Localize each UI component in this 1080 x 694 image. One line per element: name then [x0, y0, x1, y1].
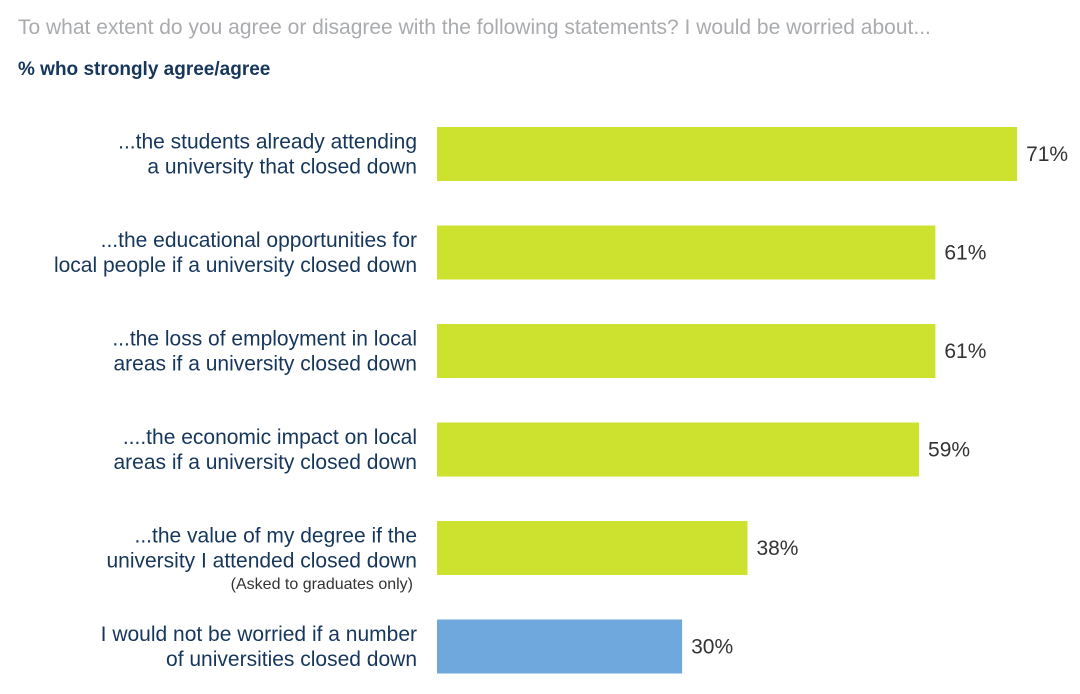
category-label: I would not be worried if a number	[101, 623, 417, 646]
chart-subtitle: % who strongly agree/agree	[18, 59, 271, 80]
category-label: university I attended closed down	[106, 550, 417, 573]
question-text: To what extent do you agree or disagree …	[18, 16, 931, 39]
category-label: ...the loss of employment in local	[112, 328, 417, 351]
category-label: areas if a university closed down	[114, 353, 418, 376]
category-label: ...the educational opportunities for	[101, 229, 417, 252]
value-label: 38%	[756, 537, 798, 560]
value-label: 59%	[928, 439, 970, 462]
value-label: 61%	[944, 340, 986, 363]
category-label: a university that closed down	[147, 156, 417, 179]
category-label: local people if a university closed down	[54, 254, 417, 277]
value-label: 61%	[944, 242, 986, 265]
category-label: areas if a university closed down	[114, 451, 418, 474]
bar	[437, 127, 1018, 181]
category-label: ....the economic impact on local	[123, 426, 417, 449]
category-label: ...the students already attending	[118, 131, 417, 154]
bar	[437, 225, 936, 280]
bar	[437, 619, 683, 674]
bar	[437, 521, 748, 575]
value-label: 71%	[1026, 143, 1068, 166]
category-label: ...the value of my degree if the	[135, 525, 418, 548]
value-label: 30%	[691, 636, 733, 659]
bar	[437, 422, 920, 477]
category-note: (Asked to graduates only)	[231, 576, 413, 593]
bar	[437, 324, 936, 378]
category-label: of universities closed down	[166, 648, 417, 671]
